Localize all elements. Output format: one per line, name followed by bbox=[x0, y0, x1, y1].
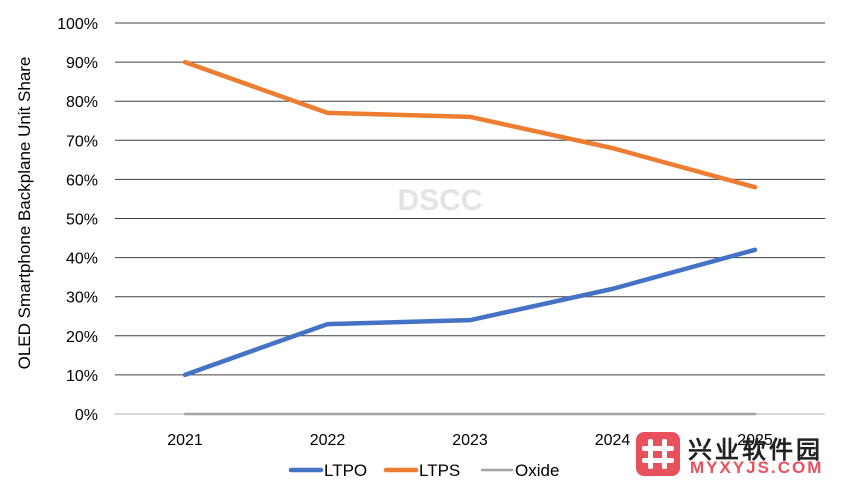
legend-label: LTPO bbox=[324, 461, 367, 480]
y-tick-label: 20% bbox=[66, 329, 98, 346]
y-tick-label: 90% bbox=[66, 55, 98, 72]
x-tick-label: 2025 bbox=[737, 432, 773, 449]
legend-label: LTPS bbox=[419, 461, 460, 480]
gridlines bbox=[115, 22, 825, 415]
x-tick-label: 2021 bbox=[167, 432, 203, 449]
y-axis-ticks: 0% 10% 20% 30% 40% 50% 60% 70% 80% 90% 100% bbox=[57, 16, 98, 424]
site-logo-title: 兴业软件园 bbox=[688, 436, 823, 464]
y-tick-label: 60% bbox=[66, 172, 98, 189]
y-tick-label: 80% bbox=[66, 94, 98, 111]
x-axis-ticks: 2021 2022 2023 2024 2025 bbox=[167, 432, 773, 449]
x-tick-label: 2023 bbox=[452, 432, 488, 449]
legend: LTPO LTPS Oxide bbox=[288, 461, 559, 480]
y-tick-label: 40% bbox=[66, 251, 98, 268]
series-line-ltpo bbox=[182, 247, 758, 378]
site-logo-subtitle: MYXYJS.COM bbox=[690, 458, 824, 477]
y-tick-label: 0% bbox=[75, 407, 98, 424]
y-tick-label: 10% bbox=[66, 368, 98, 385]
y-axis-label: OLED Smartphone Backplane Unit Share bbox=[15, 57, 34, 370]
watermark: DSCC bbox=[397, 184, 482, 217]
y-tick-label: 100% bbox=[57, 16, 98, 33]
legend-label: Oxide bbox=[515, 461, 559, 480]
series-lines bbox=[182, 59, 758, 416]
y-tick-label: 50% bbox=[66, 212, 98, 229]
legend-item-oxide: Oxide bbox=[480, 461, 559, 480]
legend-item-ltps: LTPS bbox=[383, 461, 460, 480]
y-tick-label: 30% bbox=[66, 290, 98, 307]
y-tick-label: 70% bbox=[66, 133, 98, 150]
legend-item-ltpo: LTPO bbox=[288, 461, 367, 480]
site-logo-icon bbox=[636, 432, 680, 476]
series-line-ltps bbox=[182, 59, 758, 190]
x-tick-label: 2022 bbox=[310, 432, 346, 449]
x-tick-label: 2024 bbox=[595, 432, 631, 449]
